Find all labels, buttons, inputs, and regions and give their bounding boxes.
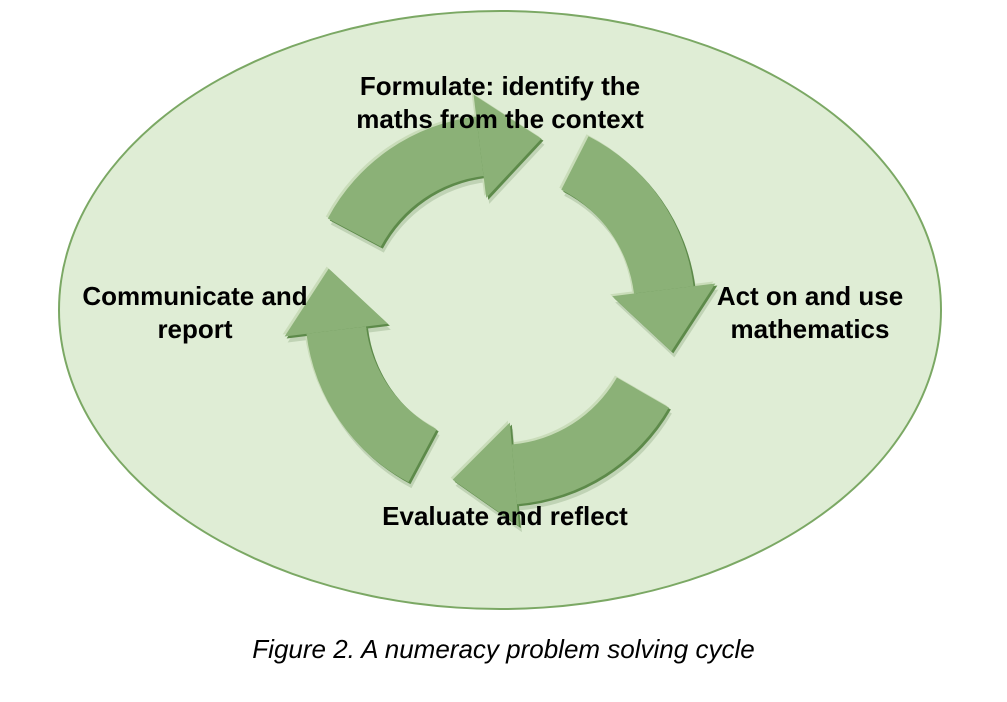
step-communicate-line2: report (157, 314, 232, 344)
step-act-line1: Act on and use (717, 281, 903, 311)
step-evaluate: Evaluate and reflect (325, 500, 685, 533)
diagram-stage: Formulate: identify the maths from the c… (0, 0, 1007, 702)
step-evaluate-line1: Evaluate and reflect (382, 501, 628, 531)
step-formulate-line2: maths from the context (356, 104, 644, 134)
step-communicate-line1: Communicate and (82, 281, 307, 311)
figure-caption: Figure 2. A numeracy problem solving cyc… (0, 634, 1007, 665)
step-act: Act on and use mathematics (680, 280, 940, 345)
figure-caption-text: Figure 2. A numeracy problem solving cyc… (252, 634, 754, 664)
step-formulate-line1: Formulate: identify the (360, 71, 640, 101)
step-communicate: Communicate and report (55, 280, 335, 345)
step-formulate: Formulate: identify the maths from the c… (310, 70, 690, 135)
step-act-line2: mathematics (731, 314, 890, 344)
